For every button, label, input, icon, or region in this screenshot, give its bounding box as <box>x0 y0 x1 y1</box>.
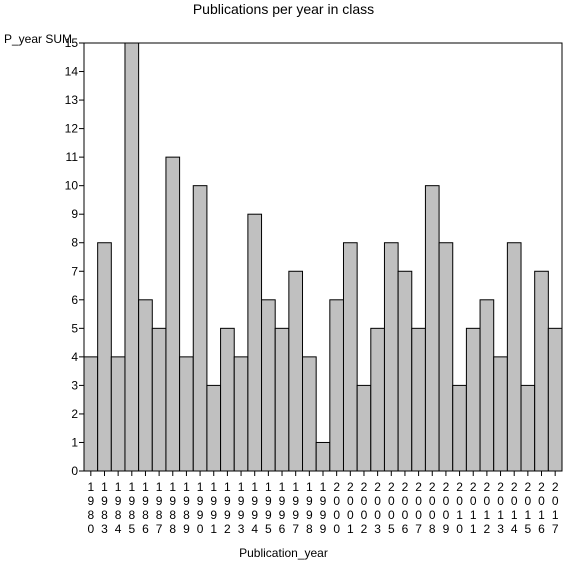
bar <box>274 327 290 472</box>
bar <box>97 242 112 472</box>
y-tick-label: 0 <box>71 464 78 478</box>
bar <box>83 356 99 472</box>
bar <box>520 384 536 472</box>
bar <box>479 299 495 472</box>
bar <box>220 327 235 472</box>
bar <box>534 270 549 472</box>
bar <box>383 242 399 472</box>
y-tick-label: 10 <box>65 179 79 193</box>
bar <box>397 270 413 472</box>
bar <box>438 242 454 472</box>
y-tick-label: 9 <box>71 207 78 221</box>
bar <box>342 242 358 472</box>
y-tick-label: 11 <box>66 150 79 164</box>
y-tick-label: 4 <box>71 350 78 364</box>
bar <box>261 299 276 472</box>
bar <box>124 42 140 472</box>
bar <box>233 356 249 472</box>
bar <box>493 356 508 472</box>
bar <box>110 356 126 472</box>
bar <box>452 384 467 472</box>
bar <box>547 327 563 472</box>
bar <box>424 185 440 472</box>
y-tick-label: 3 <box>71 378 78 392</box>
y-tick-label: 2 <box>71 407 78 421</box>
bar <box>506 242 522 472</box>
y-tick-label: 1 <box>71 435 78 449</box>
bar <box>411 327 426 472</box>
y-tick-label: 13 <box>65 93 79 107</box>
bar <box>151 327 167 472</box>
bar <box>165 156 181 472</box>
y-tick-label: 12 <box>65 122 79 136</box>
bar <box>302 356 317 472</box>
bar <box>192 185 208 472</box>
y-tick-label: 5 <box>71 321 78 335</box>
y-tick-label: 8 <box>71 236 78 250</box>
x-axis-label: Publication_year <box>239 546 328 560</box>
bar <box>370 327 385 472</box>
y-tick-label: 6 <box>71 293 78 307</box>
bar <box>247 213 263 472</box>
bar <box>288 270 304 472</box>
bar <box>356 384 372 472</box>
bar <box>465 327 481 472</box>
y-axis-label: P_year SUM <box>4 32 73 46</box>
bar <box>179 356 194 472</box>
y-tick-label: 14 <box>65 65 79 79</box>
y-tick-label: 15 <box>65 36 79 50</box>
y-tick-label: 7 <box>71 264 78 278</box>
bar <box>138 299 153 472</box>
bar <box>329 299 344 472</box>
bar <box>206 384 222 472</box>
bar <box>315 441 331 472</box>
chart-title: Publications per year in class <box>192 1 375 17</box>
